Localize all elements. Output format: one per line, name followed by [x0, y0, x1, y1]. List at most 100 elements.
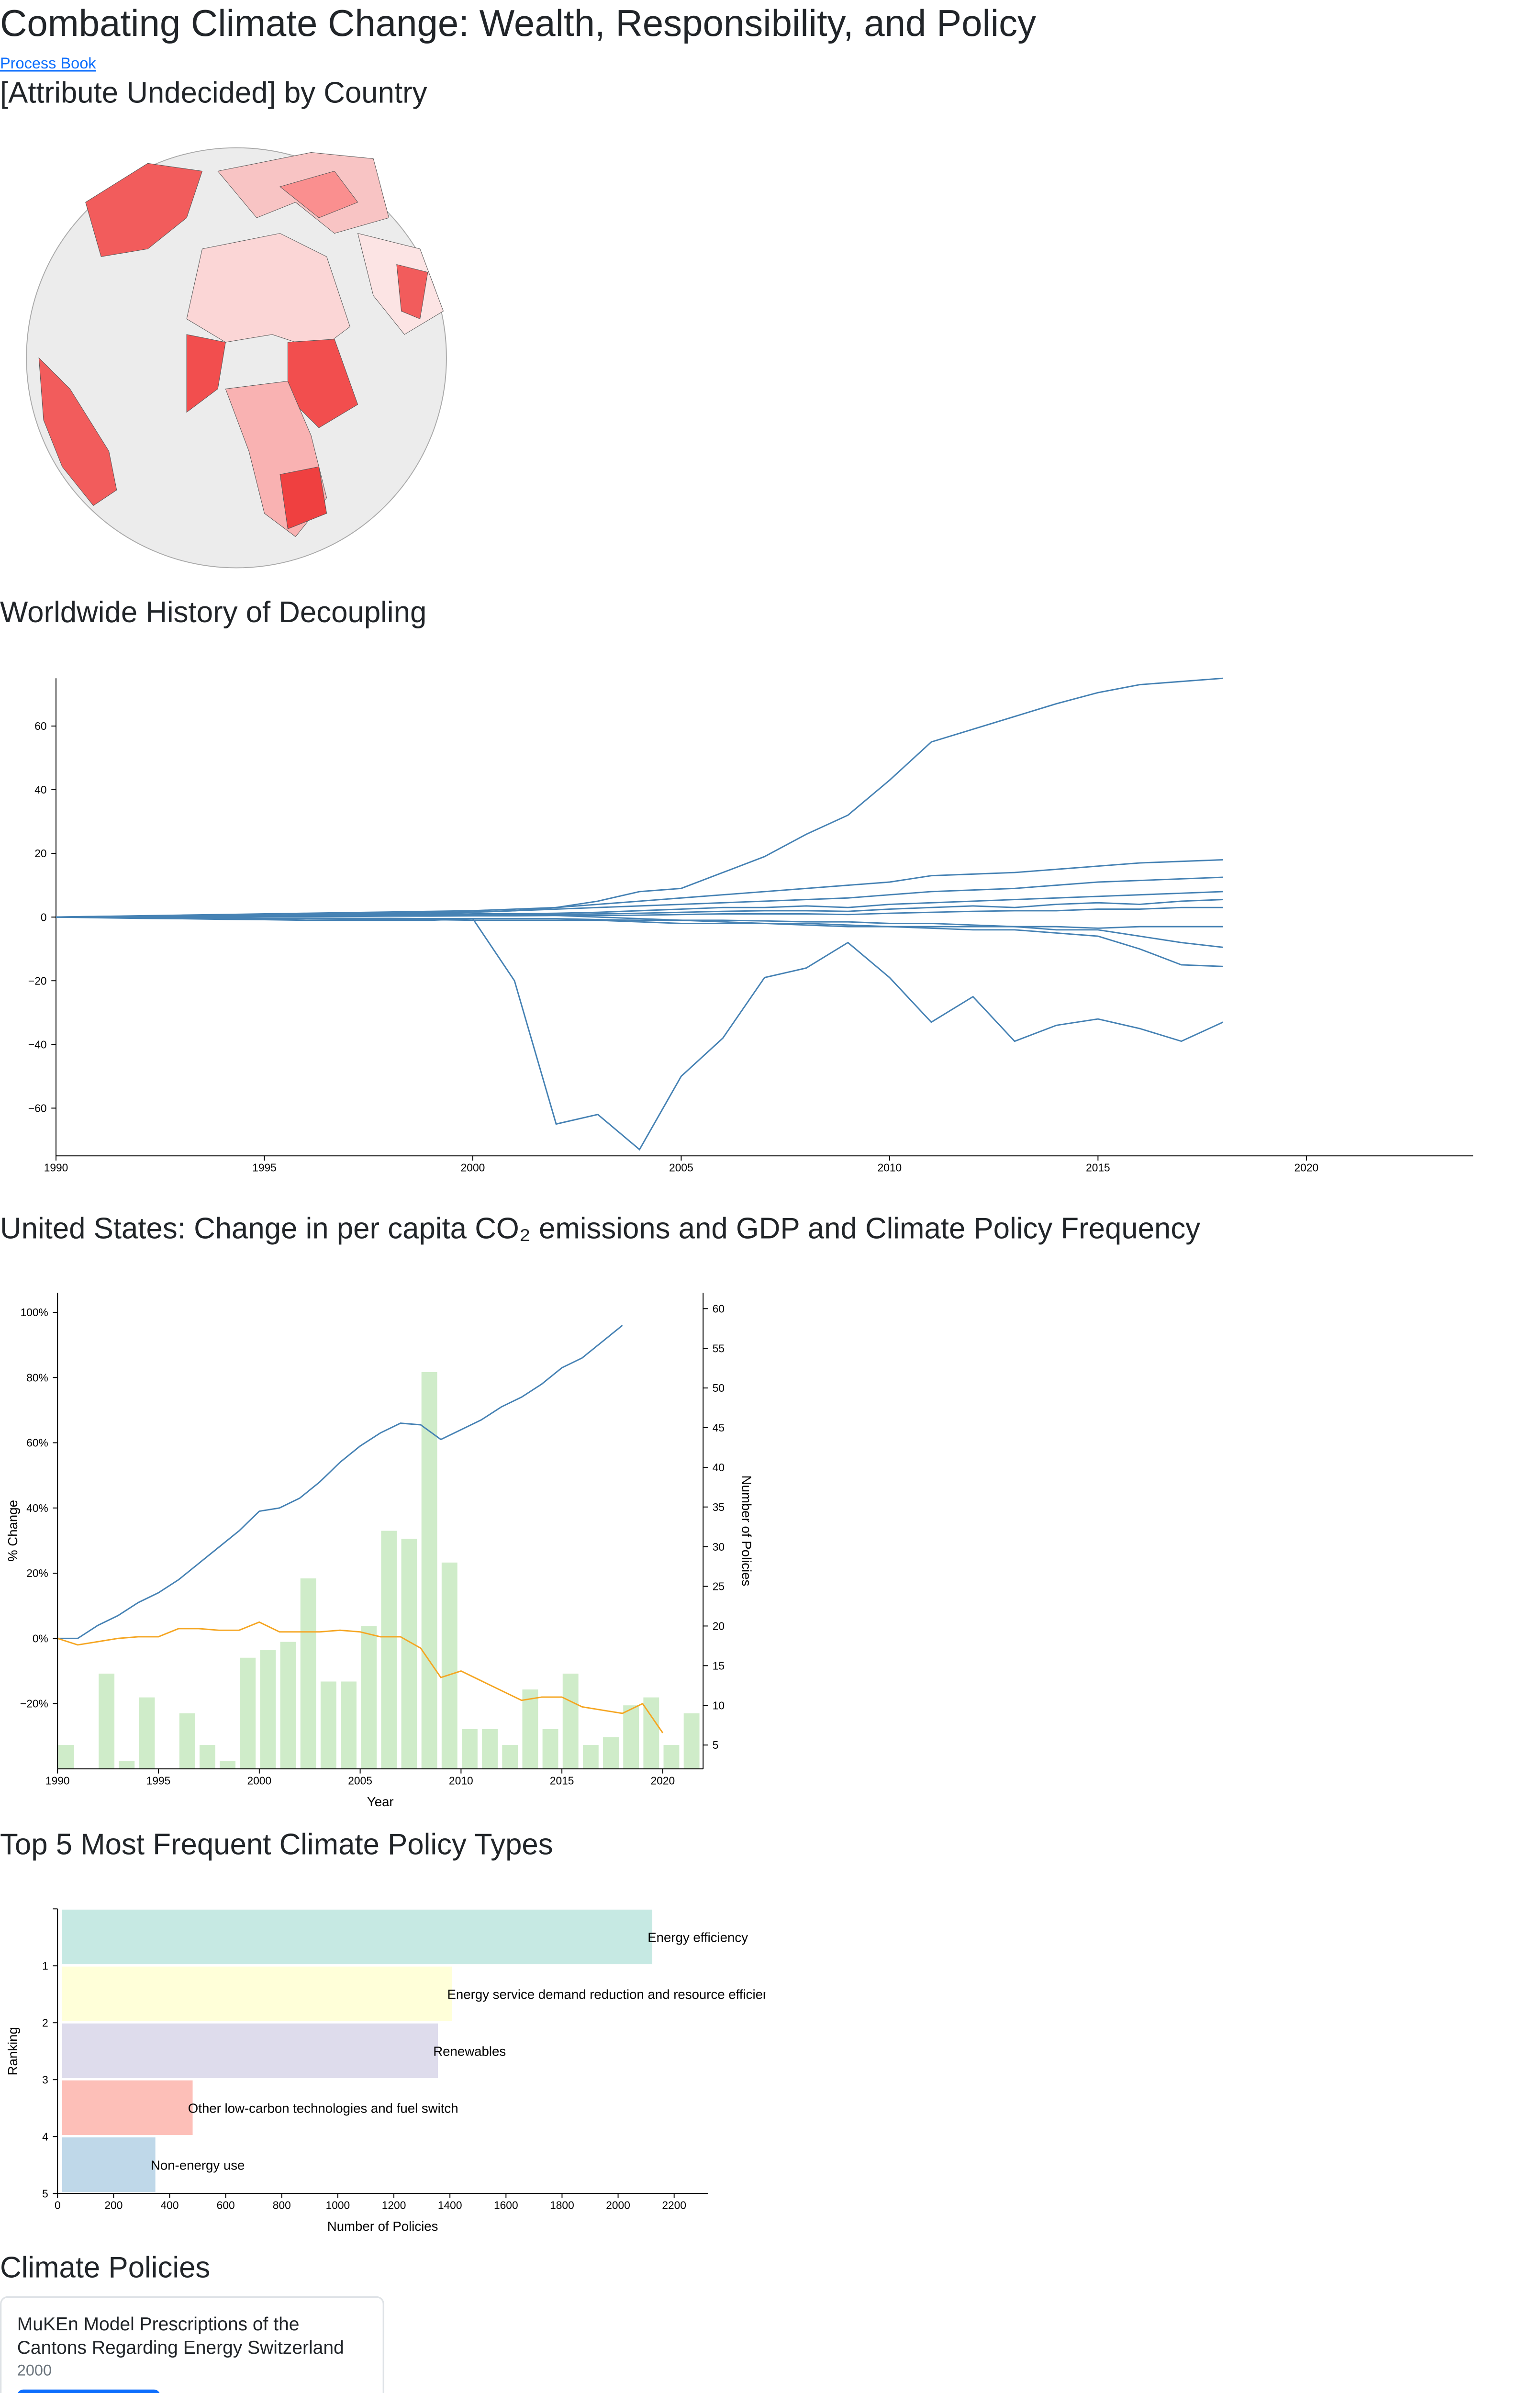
x-tick-label: 1800 [550, 2199, 574, 2212]
y-tick-label: 40% [26, 1502, 48, 1514]
x-tick-label: 2015 [550, 1774, 574, 1787]
bar [99, 1673, 115, 1769]
x-tick-label: 0 [55, 2199, 61, 2212]
y-tick-label: 40 [34, 783, 46, 796]
bar-label: Other low-carbon technologies and fuel s… [188, 2101, 458, 2116]
policy-card: MuKEn Model Prescriptions of the Cantons… [0, 2296, 384, 2393]
x-tick-label: 1600 [494, 2199, 518, 2212]
bar-label: Renewables [433, 2044, 506, 2059]
y-tick-label: −40 [28, 1038, 47, 1051]
policy-name: MuKEn Model Prescriptions of the Cantons… [17, 2313, 344, 2359]
map-title: [Attribute Undecided] by Country [0, 78, 427, 111]
policy-type-button[interactable]: Energy efficiency [17, 2389, 160, 2393]
y-tick-label: −60 [28, 1102, 47, 1114]
country [186, 334, 226, 413]
bar [361, 1626, 377, 1769]
y2-tick-label: 15 [713, 1659, 725, 1672]
bar [300, 1578, 316, 1769]
line [57, 1325, 623, 1639]
policy-year: 2000 [17, 2363, 52, 2381]
bar [62, 2023, 438, 2079]
y2-tick-label: 60 [713, 1302, 725, 1315]
bar [461, 1729, 478, 1769]
x-tick-label: 2005 [669, 1162, 693, 1174]
x-tick-label: 2000 [461, 1162, 485, 1174]
x-tick-label: 2010 [449, 1774, 473, 1787]
y-tick-label: 60% [26, 1437, 48, 1449]
country [279, 466, 327, 529]
bar [260, 1650, 276, 1769]
bar [582, 1745, 599, 1769]
x-tick-label: 2000 [606, 2199, 630, 2212]
x-tick-label: 2005 [348, 1774, 372, 1787]
y2-tick-label: 20 [713, 1620, 725, 1633]
x-tick-label: 1400 [438, 2199, 462, 2212]
process-book-link[interactable]: Process Book [0, 56, 96, 73]
x-tick-label: 2000 [247, 1774, 272, 1787]
y-tick-label: 1 [42, 1959, 48, 1972]
bar [199, 1745, 215, 1769]
y2-tick-label: 40 [713, 1461, 725, 1474]
y-tick-label: 60 [34, 720, 46, 732]
chart-title: Top 5 Most Frequent Climate Policy Types [0, 1829, 553, 1862]
page-title: Combating Climate Change: Wealth, Respon… [0, 3, 1037, 45]
x-tick-label: 1000 [326, 2199, 350, 2212]
y-axis-label: Ranking [5, 2027, 20, 2075]
line [56, 916, 1224, 1151]
country [85, 163, 203, 257]
bar [381, 1531, 397, 1769]
x-tick-label: 1990 [44, 1162, 68, 1174]
bar [401, 1539, 417, 1769]
bar [62, 1966, 452, 2022]
y2-tick-label: 25 [713, 1580, 725, 1593]
x-tick-label: 2010 [878, 1162, 902, 1174]
y-tick-label: 0% [33, 1632, 48, 1644]
x-tick-label: 400 [161, 2199, 179, 2212]
bar [341, 1681, 357, 1769]
bar [58, 1745, 74, 1769]
bar [663, 1745, 680, 1769]
bar [220, 1761, 236, 1769]
bar [502, 1745, 518, 1769]
x-tick-label: 1995 [252, 1162, 277, 1174]
line [56, 916, 1223, 967]
bar [542, 1729, 558, 1769]
x-tick-label: 200 [104, 2199, 123, 2212]
line [56, 916, 1223, 929]
y2-tick-label: 55 [713, 1342, 725, 1354]
x-tick-label: 2020 [1294, 1162, 1319, 1174]
x-tick-label: 1200 [382, 2199, 406, 2212]
y2-axis-label: Number of Policies [739, 1476, 754, 1587]
y-tick-label: 5 [42, 2187, 48, 2200]
y2-tick-label: 50 [713, 1382, 725, 1394]
y2-tick-label: 45 [713, 1421, 725, 1434]
y-tick-label: 100% [21, 1306, 48, 1319]
y2-tick-label: 30 [713, 1541, 725, 1553]
bar [623, 1705, 639, 1769]
bar [441, 1562, 458, 1769]
bar [179, 1713, 195, 1769]
bar [119, 1761, 135, 1769]
bar [240, 1657, 256, 1769]
line [56, 677, 1223, 918]
y2-tick-label: 5 [713, 1739, 719, 1751]
y2-tick-label: 35 [713, 1501, 725, 1513]
y-tick-label: 2 [42, 2016, 48, 2029]
bar-group: Energy efficiency Energy service demand r… [62, 1909, 765, 2192]
y-tick-label: −20 [28, 974, 47, 987]
bar [320, 1681, 336, 1769]
bar [421, 1372, 437, 1769]
x-axis-label: Number of Policies [327, 2219, 438, 2234]
y-tick-label: 3 [42, 2073, 48, 2086]
bar [62, 2137, 156, 2192]
line [56, 876, 1223, 918]
y-tick-label: −20% [20, 1698, 48, 1710]
y-tick-label: 20 [34, 847, 46, 860]
x-tick-label: 2015 [1086, 1162, 1110, 1174]
y-axis-label: % Change [5, 1500, 20, 1562]
bar [562, 1673, 579, 1769]
country [396, 264, 428, 320]
x-tick-label: 800 [273, 2199, 291, 2212]
